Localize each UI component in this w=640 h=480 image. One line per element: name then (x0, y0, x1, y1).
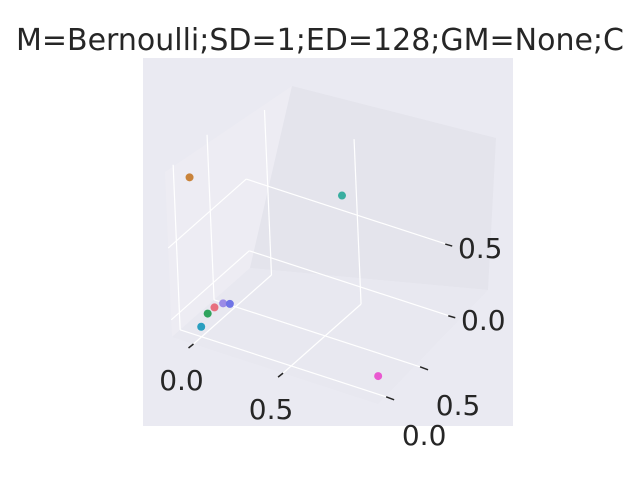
chart-title: M=Bernoulli;SD=1;ED=128;GM=None;C (16, 23, 624, 58)
z-tick (448, 315, 456, 319)
back-grid-z (249, 250, 456, 319)
tick-labels: 0.00.50.00.50.00.5 (159, 232, 505, 452)
left-grid-y (172, 164, 181, 330)
data-point-0 (185, 173, 194, 182)
x-tick-label: 0.0 (159, 364, 204, 397)
left-grid-z (170, 250, 250, 321)
x-tick (188, 343, 194, 349)
floor-grid-y (179, 329, 387, 398)
back-grid-x (353, 139, 362, 305)
z-tick-label: 0.5 (458, 232, 503, 265)
floor-grid-x (193, 274, 272, 345)
data-point-1 (337, 191, 346, 200)
floor-grid-x (282, 303, 362, 374)
data-point-2 (219, 299, 228, 308)
left-grid-z (167, 178, 247, 249)
axis-ticks (188, 243, 456, 401)
y-tick-label: 0.0 (402, 419, 447, 452)
y-tick (419, 366, 429, 371)
back-pane (250, 86, 496, 290)
z-tick (445, 243, 453, 247)
back-grid-z (246, 178, 453, 247)
left-pane (165, 86, 292, 337)
back-grid-x (263, 109, 273, 276)
z-tick-label: 0.0 (461, 304, 506, 337)
data-point-5 (203, 309, 212, 318)
x-tick-label: 0.5 (249, 393, 294, 426)
floor-grid-y (213, 299, 421, 368)
left-grid-y (206, 134, 215, 300)
scatter-points (185, 173, 383, 381)
y-tick (385, 396, 395, 401)
data-point-6 (197, 322, 206, 331)
data-point-7 (374, 372, 383, 381)
data-point-3 (225, 299, 234, 308)
gridlines (167, 109, 456, 398)
floor-pane (172, 268, 488, 404)
data-point-4 (210, 303, 219, 312)
y-tick-label: 0.5 (436, 389, 481, 422)
x-tick (277, 372, 284, 378)
